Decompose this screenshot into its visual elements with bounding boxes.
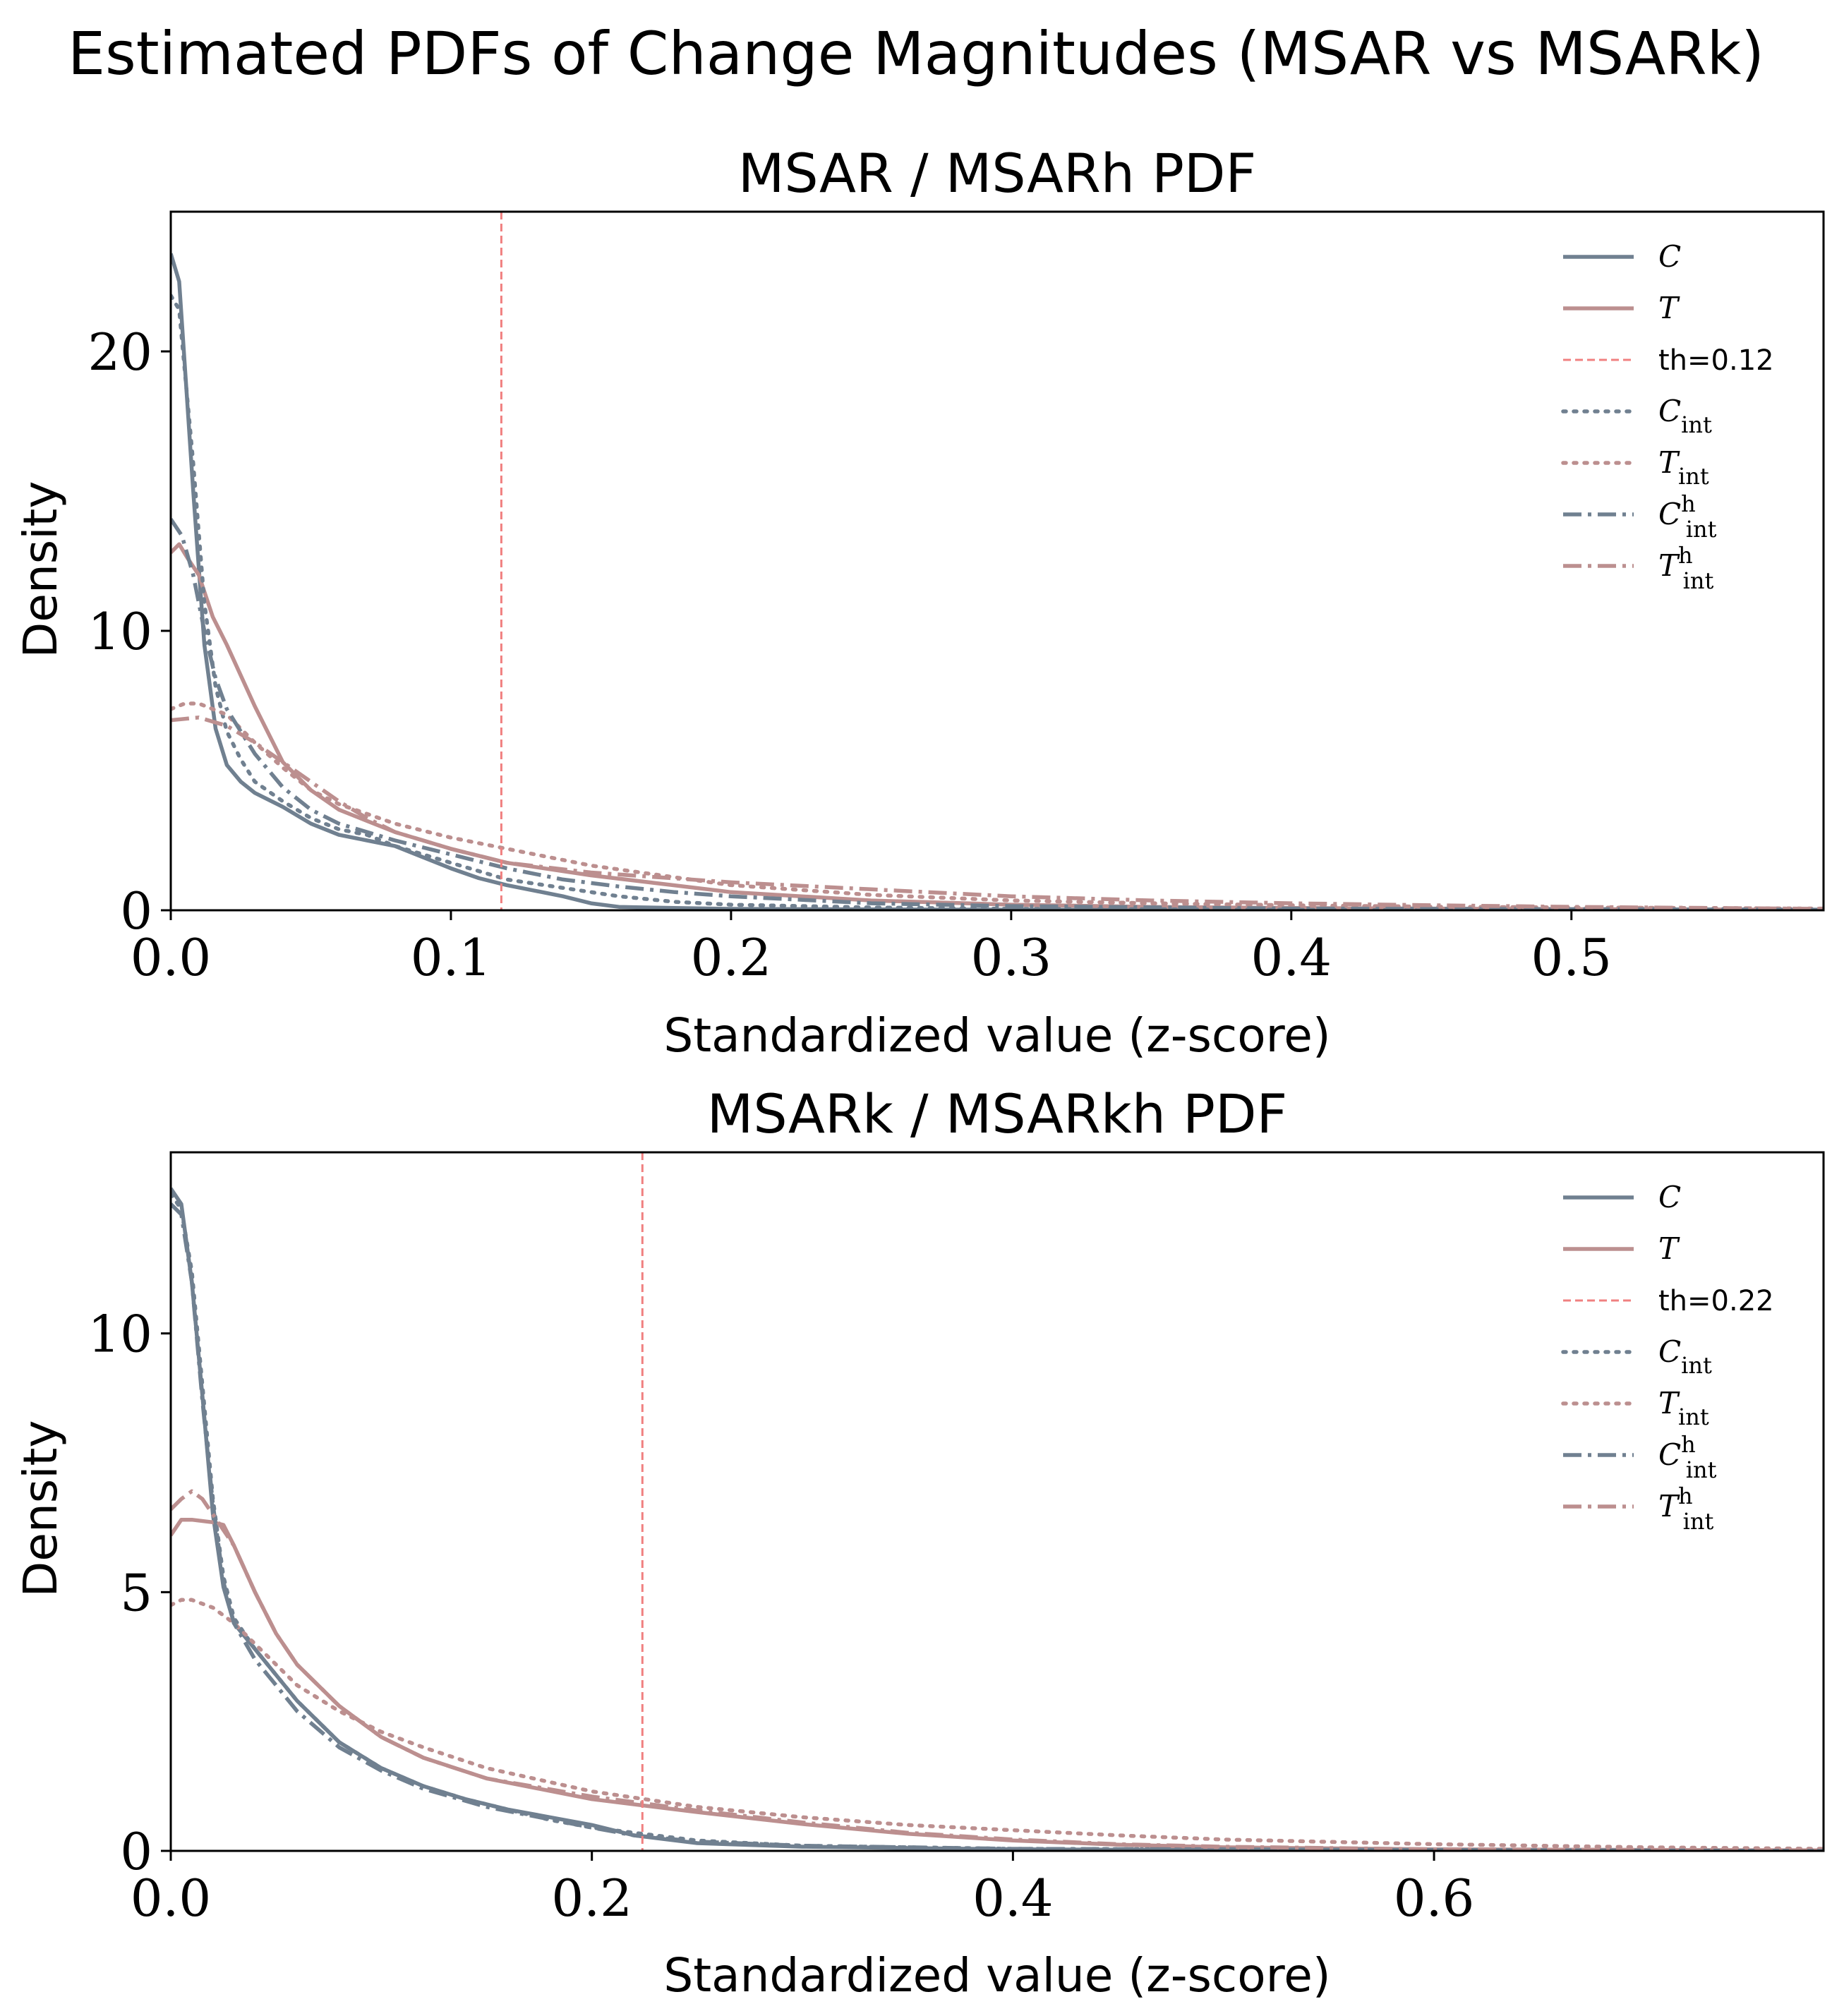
legend-label: Tint — [1658, 1386, 1709, 1430]
legend-label: Cint — [1658, 1334, 1712, 1379]
x-tick-label: 0.5 — [1531, 928, 1612, 987]
series-line-c — [171, 1187, 1824, 1851]
legend-item: th=0.22 — [1563, 1285, 1774, 1317]
series-line-c-int-h — [171, 1202, 1824, 1851]
series-group — [171, 1187, 1824, 1851]
legend-item: C — [1563, 239, 1681, 274]
series-line-t-int — [171, 701, 1824, 910]
legend-label: T — [1658, 291, 1680, 325]
series-line-c — [171, 253, 1824, 910]
legend-label-sub: int — [1681, 411, 1712, 438]
legend-label-sup: h — [1681, 490, 1696, 517]
legend-item: Ch int — [1563, 1431, 1717, 1483]
legend-label-sub: int — [1678, 1404, 1709, 1430]
y-tick-label: 10 — [88, 602, 152, 661]
series-line-t-int-h — [171, 716, 1824, 910]
legend-item: T — [1563, 291, 1680, 325]
x-tick-label: 0.0 — [131, 928, 212, 987]
legend-item: Tint — [1561, 445, 1709, 490]
legend-label-sub: int — [1681, 1352, 1712, 1379]
legend-label: C — [1658, 1180, 1681, 1214]
legend-item: Cint — [1561, 1334, 1712, 1379]
legend-label: th=0.12 — [1658, 344, 1774, 377]
legend-item: T — [1563, 1231, 1680, 1266]
x-tick-label: 0.2 — [691, 928, 772, 987]
panel-msar: MSAR / MSARh PDF Standardized value (z-s… — [13, 142, 1825, 1063]
legend-label: C — [1658, 239, 1681, 274]
figure-title: Estimated PDFs of Change Magnitudes (MSA… — [68, 19, 1764, 88]
x-axis-label: Standardized value (z-score) — [663, 1008, 1330, 1063]
series-line-t-int-h — [171, 1489, 1824, 1851]
legend-label-sub: int — [1678, 463, 1709, 490]
y-tick-label: 0 — [120, 1822, 152, 1881]
legend-item: Tint — [1561, 1386, 1709, 1430]
x-tick-label: 0.4 — [972, 1869, 1054, 1928]
legend-label-sup: h — [1681, 1431, 1696, 1458]
axes-frame — [169, 1151, 1825, 1852]
legend-label-sub: int — [1683, 1508, 1714, 1535]
legend-item: th=0.12 — [1563, 344, 1774, 377]
legend-label: Ch int — [1658, 1431, 1717, 1483]
x-tick-label: 0.0 — [131, 1869, 212, 1928]
legend-label-sub: int — [1686, 516, 1717, 543]
legend-label-sup: h — [1678, 1483, 1693, 1509]
legend-item: C — [1563, 1180, 1681, 1214]
legend-label: Th int — [1658, 1483, 1713, 1535]
x-tick-label: 0.4 — [1251, 928, 1332, 987]
legend-label-sub: int — [1683, 567, 1714, 594]
x-tick-label: 0.2 — [551, 1869, 632, 1928]
x-tick-label: 0.6 — [1394, 1869, 1475, 1928]
x-tick-label: 0.1 — [411, 928, 492, 987]
x-axis-label: Standardized value (z-score) — [663, 1948, 1330, 2003]
panel-title: MSARk / MSARkh PDF — [707, 1082, 1287, 1145]
axes-frame — [169, 210, 1825, 912]
legend-label: Ch int — [1658, 490, 1717, 543]
legend-label: Tint — [1658, 445, 1709, 490]
legend-item: Th int — [1563, 1483, 1713, 1535]
legend-item: Cint — [1561, 394, 1712, 438]
legend-item: Ch int — [1563, 490, 1717, 543]
y-axis-label: Density — [13, 481, 68, 658]
legend-label-sup: h — [1678, 542, 1693, 569]
series-line-c-int-h — [171, 518, 1824, 910]
legend-label: Cint — [1658, 394, 1712, 438]
legend-label-sub: int — [1686, 1456, 1717, 1483]
legend-label: T — [1658, 1231, 1680, 1266]
y-tick-label: 20 — [88, 322, 152, 382]
panel-msark: MSARk / MSARkh PDF Standardized value (z… — [13, 1082, 1825, 2003]
y-tick-label: 10 — [88, 1305, 152, 1364]
series-line-t — [171, 1517, 1824, 1851]
x-tick-label: 0.3 — [971, 928, 1052, 987]
series-line-c-int — [171, 294, 1824, 910]
series-group — [171, 253, 1824, 910]
y-tick-label: 5 — [120, 1563, 152, 1622]
series-line-t-int — [171, 1598, 1824, 1851]
y-tick-label: 0 — [120, 881, 152, 941]
series-line-c-int — [171, 1191, 1824, 1851]
legend-label: Th int — [1658, 542, 1713, 594]
legend-label: th=0.22 — [1658, 1285, 1774, 1317]
legend-item: Th int — [1563, 542, 1713, 594]
y-axis-label: Density — [13, 1420, 68, 1598]
panel-title: MSAR / MSARh PDF — [738, 142, 1256, 205]
